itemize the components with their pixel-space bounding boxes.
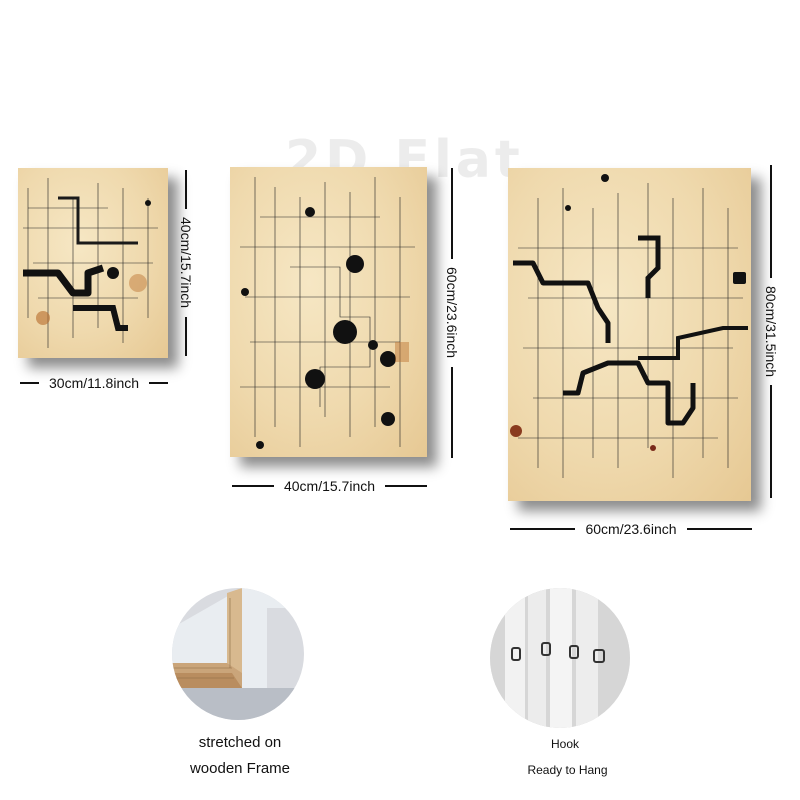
- height-dimension-small: 40cm/15.7inch: [178, 170, 194, 356]
- width-dimension-medium: 40cm/15.7inch: [232, 478, 427, 494]
- width-label-large: 60cm/23.6inch: [585, 521, 677, 537]
- width-label-small: 30cm/11.8inch: [49, 375, 140, 391]
- frame-caption: stretched on wooden Frame: [170, 730, 310, 782]
- hook-photo: [490, 588, 630, 728]
- abstract-circuit-art-small: [23, 178, 158, 348]
- frame-caption-line1: stretched on: [198, 734, 282, 751]
- height-label-small: 40cm/15.7inch: [178, 217, 194, 309]
- frame-caption-line2: wooden Frame: [189, 760, 291, 777]
- abstract-circuit-art-large: [510, 174, 748, 478]
- hook-caption: Hook: [550, 737, 579, 751]
- abstract-circuit-art-medium: [240, 177, 415, 449]
- ready-caption: Ready to Hang: [527, 763, 608, 777]
- height-dimension-large: 80cm/31.5inch: [763, 165, 779, 498]
- width-dimension-large: 60cm/23.6inch: [510, 521, 752, 537]
- height-dimension-medium: 60cm/23.6inch: [444, 168, 460, 458]
- width-label-medium: 40cm/15.7inch: [283, 478, 376, 494]
- height-label-large: 80cm/31.5inch: [763, 285, 779, 378]
- canvas-medium: [230, 167, 427, 457]
- wooden-frame-photo: [172, 588, 304, 720]
- canvas-large: [508, 168, 751, 501]
- height-label-medium: 60cm/23.6inch: [444, 267, 460, 359]
- canvas-small: [18, 168, 168, 358]
- width-dimension-small: 30cm/11.8inch: [20, 375, 169, 391]
